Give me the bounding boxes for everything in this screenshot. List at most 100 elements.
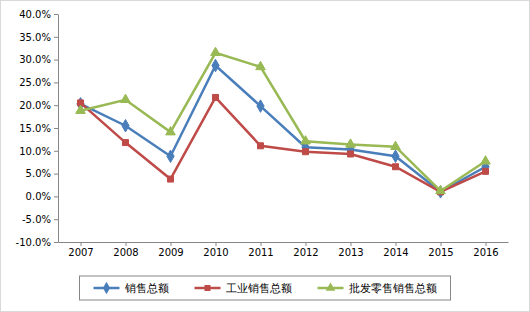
x-tick: 2011 (248, 242, 273, 258)
x-tick-label: 2009 (158, 247, 183, 258)
x-tick-mark (81, 242, 82, 246)
x-axis: 2007 2008 2009 2010 2011 2012 2013 2014 2015 2016 (59, 242, 509, 258)
chart-frame (1, 1, 530, 312)
x-tick: 2012 (293, 242, 318, 258)
y-tick-mark (54, 105, 58, 106)
series-marker (166, 127, 176, 135)
y-tick-mark (54, 60, 58, 61)
y-tick: 20.0% (19, 100, 58, 111)
x-tick: 2014 (383, 242, 408, 258)
legend-item: 批发零售销售总额 (318, 282, 437, 295)
y-tick-label: 0.0% (26, 191, 51, 202)
y-tick-label: 20.0% (19, 100, 51, 111)
y-tick-mark (54, 242, 58, 243)
x-tick-label: 2010 (203, 247, 228, 258)
x-tick: 2013 (338, 242, 363, 258)
y-tick-mark (54, 37, 58, 38)
x-tick: 2016 (473, 242, 498, 258)
legend-item: 工业销售总额 (195, 282, 292, 295)
series-marker (392, 150, 399, 162)
x-tick-label: 2007 (68, 247, 93, 258)
y-axis: -10.0% -5.0% 0.0% 5.0% 10.0% 15.0% 20.0% 25.0% 3… (16, 9, 59, 248)
series-marker (348, 151, 354, 157)
series-marker (301, 136, 311, 144)
y-axis-line (58, 15, 59, 243)
series-marker (393, 164, 399, 170)
x-tick-mark (441, 242, 442, 246)
x-tick-label: 2016 (473, 247, 498, 258)
series-marker (481, 156, 491, 164)
x-tick-mark (396, 242, 397, 246)
y-tick: -5.0% (22, 214, 58, 225)
series-marker (346, 139, 356, 147)
x-tick-mark (171, 242, 172, 246)
y-tick: 35.0% (19, 32, 58, 43)
x-tick-mark (216, 242, 217, 246)
chart: -10.0% -5.0% 0.0% 5.0% 10.0% 15.0% 20.0% 25.0% 3… (0, 0, 530, 312)
x-tick-label: 2015 (428, 247, 453, 258)
y-tick-mark (54, 82, 58, 83)
y-tick-label: 40.0% (19, 9, 51, 20)
plot: -10.0% -5.0% 0.0% 5.0% 10.0% 15.0% 20.0% 25.0% 3… (16, 9, 509, 258)
series-marker (213, 94, 219, 100)
legend-marker (205, 285, 211, 291)
series-line (81, 66, 486, 192)
x-tick: 2009 (158, 242, 183, 258)
y-tick-label: 10.0% (19, 146, 51, 157)
series-marker (167, 150, 174, 162)
y-tick: 15.0% (19, 123, 58, 134)
x-tick-label: 2013 (338, 247, 363, 258)
series-marker (168, 176, 174, 182)
y-tick: 25.0% (19, 77, 58, 88)
legend: 销售总额 工业销售总额 批发零售销售总额 (80, 276, 451, 300)
x-tick-label: 2012 (293, 247, 318, 258)
y-tick-label: 5.0% (26, 168, 51, 179)
series-marker (483, 168, 489, 174)
y-tick: -10.0% (16, 237, 58, 248)
y-tick: 40.0% (19, 9, 58, 20)
series-marker (391, 141, 401, 149)
x-tick-mark (486, 242, 487, 246)
series-line (81, 53, 486, 191)
x-tick: 2008 (113, 242, 138, 258)
x-tick: 2010 (203, 242, 228, 258)
x-tick-label: 2011 (248, 247, 273, 258)
series-marker (212, 59, 219, 71)
series-marker (257, 100, 264, 112)
y-tick-mark (54, 128, 58, 129)
x-tick-mark (351, 242, 352, 246)
y-tick-label: -10.0% (16, 237, 51, 248)
y-tick-mark (54, 151, 58, 152)
legend-label: 工业销售总额 (226, 282, 292, 295)
y-tick-label: 15.0% (19, 123, 51, 134)
x-tick-label: 2008 (113, 247, 138, 258)
series-marker (76, 105, 86, 113)
series-marker (258, 143, 264, 149)
x-tick: 2015 (428, 242, 453, 258)
series-marker (256, 61, 266, 69)
legend-item: 销售总额 (94, 282, 169, 295)
legend-label: 销售总额 (124, 282, 169, 295)
x-tick-label: 2014 (383, 247, 408, 258)
x-tick-mark (306, 242, 307, 246)
legend-marker (103, 282, 110, 294)
y-tick: 5.0% (26, 168, 58, 179)
series-marker (122, 119, 129, 131)
y-tick-mark (54, 14, 58, 15)
y-tick-mark (54, 174, 58, 175)
legend-marker (326, 282, 336, 290)
series-group (76, 47, 491, 198)
y-tick: 10.0% (19, 146, 58, 157)
y-tick-mark (54, 196, 58, 197)
legend-box (80, 276, 451, 300)
y-tick-label: 30.0% (19, 54, 51, 65)
series-marker (211, 47, 221, 55)
series-marker (303, 149, 309, 155)
legend-label: 批发零售销售总额 (349, 282, 437, 295)
series-marker (436, 185, 446, 193)
series-marker (123, 140, 129, 146)
y-tick-label: -5.0% (22, 214, 51, 225)
series-marker (121, 94, 131, 102)
x-tick: 2007 (68, 242, 93, 258)
y-tick-label: 35.0% (19, 32, 51, 43)
